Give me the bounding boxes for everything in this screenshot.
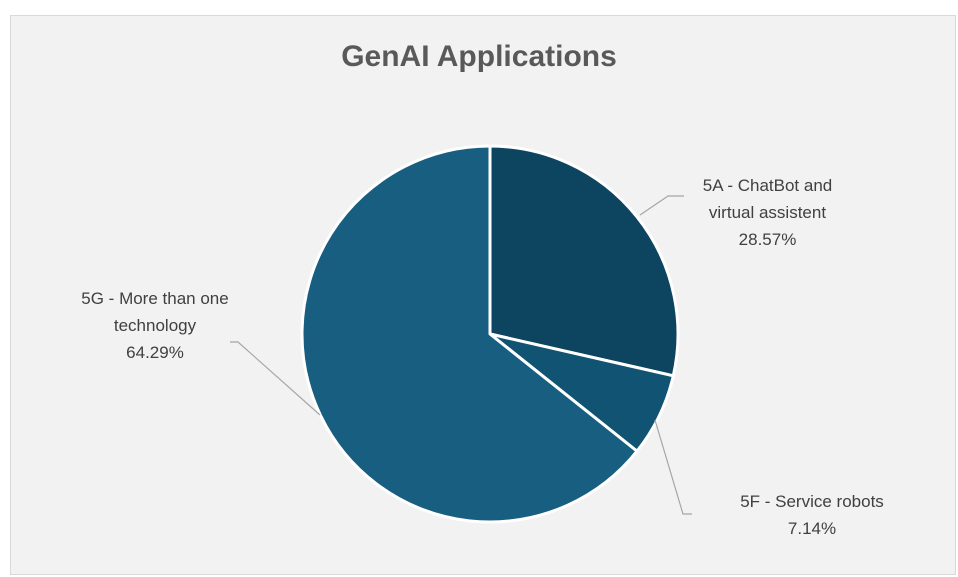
label-category: 5G - More than one technology <box>81 289 229 335</box>
label-category: 5A - ChatBot and virtual assistent <box>702 176 833 222</box>
pie-slice <box>300 144 639 524</box>
label-value: 64.29% <box>126 343 184 362</box>
data-label: 5F - Service robots 7.14% <box>712 488 912 542</box>
leader-line <box>230 341 321 416</box>
data-label: 5G - More than one technology 64.29% <box>70 285 240 366</box>
label-value: 28.57% <box>738 230 797 249</box>
label-category: 5F - Service robots <box>740 492 884 511</box>
leader-line <box>639 195 684 216</box>
label-value: 7.14% <box>787 519 837 538</box>
pie-slice <box>488 144 680 378</box>
data-label: 5A - ChatBot and virtual assistent 28.57… <box>680 172 855 253</box>
chart-title: GenAI Applications <box>341 40 617 73</box>
leader-line <box>654 419 692 515</box>
